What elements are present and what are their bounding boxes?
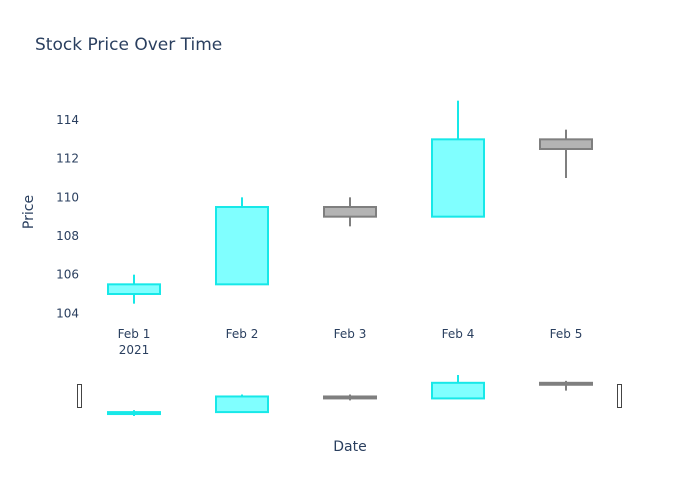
y-tick-label: 106	[56, 268, 79, 282]
x-tick-label: Feb 1	[118, 327, 151, 341]
y-tick-label: 104	[56, 306, 79, 320]
candle-body	[431, 138, 485, 218]
y-tick-label: 114	[56, 113, 79, 127]
range-slider-left-handle[interactable]	[77, 384, 82, 408]
slider-candle	[539, 380, 593, 391]
candle	[215, 197, 269, 286]
slider-candle-body	[323, 395, 377, 400]
range-slider-right-handle[interactable]	[617, 384, 622, 408]
slider-candle-body	[107, 411, 161, 416]
x-tick-label: Feb 4	[442, 327, 475, 341]
x-axis-title: Date	[333, 439, 366, 455]
x-axis: Feb 1 Feb 2 Feb 3 Feb 4 Feb 5 2021	[118, 327, 583, 357]
x-year-label: 2021	[119, 343, 150, 357]
y-tick-label: 112	[56, 152, 79, 166]
candle	[431, 100, 485, 218]
slider-candle	[323, 394, 377, 401]
candle	[107, 274, 161, 304]
candle	[539, 129, 593, 178]
slider-candle-body	[539, 381, 593, 386]
candle-body	[107, 283, 161, 296]
candle-body	[323, 206, 377, 218]
slider-candle-body	[215, 395, 269, 414]
range-slider[interactable]	[77, 375, 622, 416]
y-axis-title: Price	[21, 195, 37, 229]
candle-body	[539, 138, 593, 150]
x-tick-label: Feb 3	[334, 327, 367, 341]
x-tick-label: Feb 5	[550, 327, 583, 341]
y-tick-label: 108	[56, 229, 79, 243]
candle-body	[215, 206, 269, 286]
x-tick-label: Feb 2	[226, 327, 259, 341]
y-tick-label: 110	[56, 190, 79, 204]
slider-candle	[107, 410, 161, 416]
slider-candle	[431, 375, 485, 400]
y-axis: 104 106 108 110 112 114	[56, 113, 79, 320]
slider-candle	[215, 394, 269, 414]
slider-candle-body	[431, 381, 485, 400]
chart-title: Stock Price Over Time	[35, 35, 222, 55]
candle	[323, 197, 377, 227]
candles	[107, 100, 593, 304]
